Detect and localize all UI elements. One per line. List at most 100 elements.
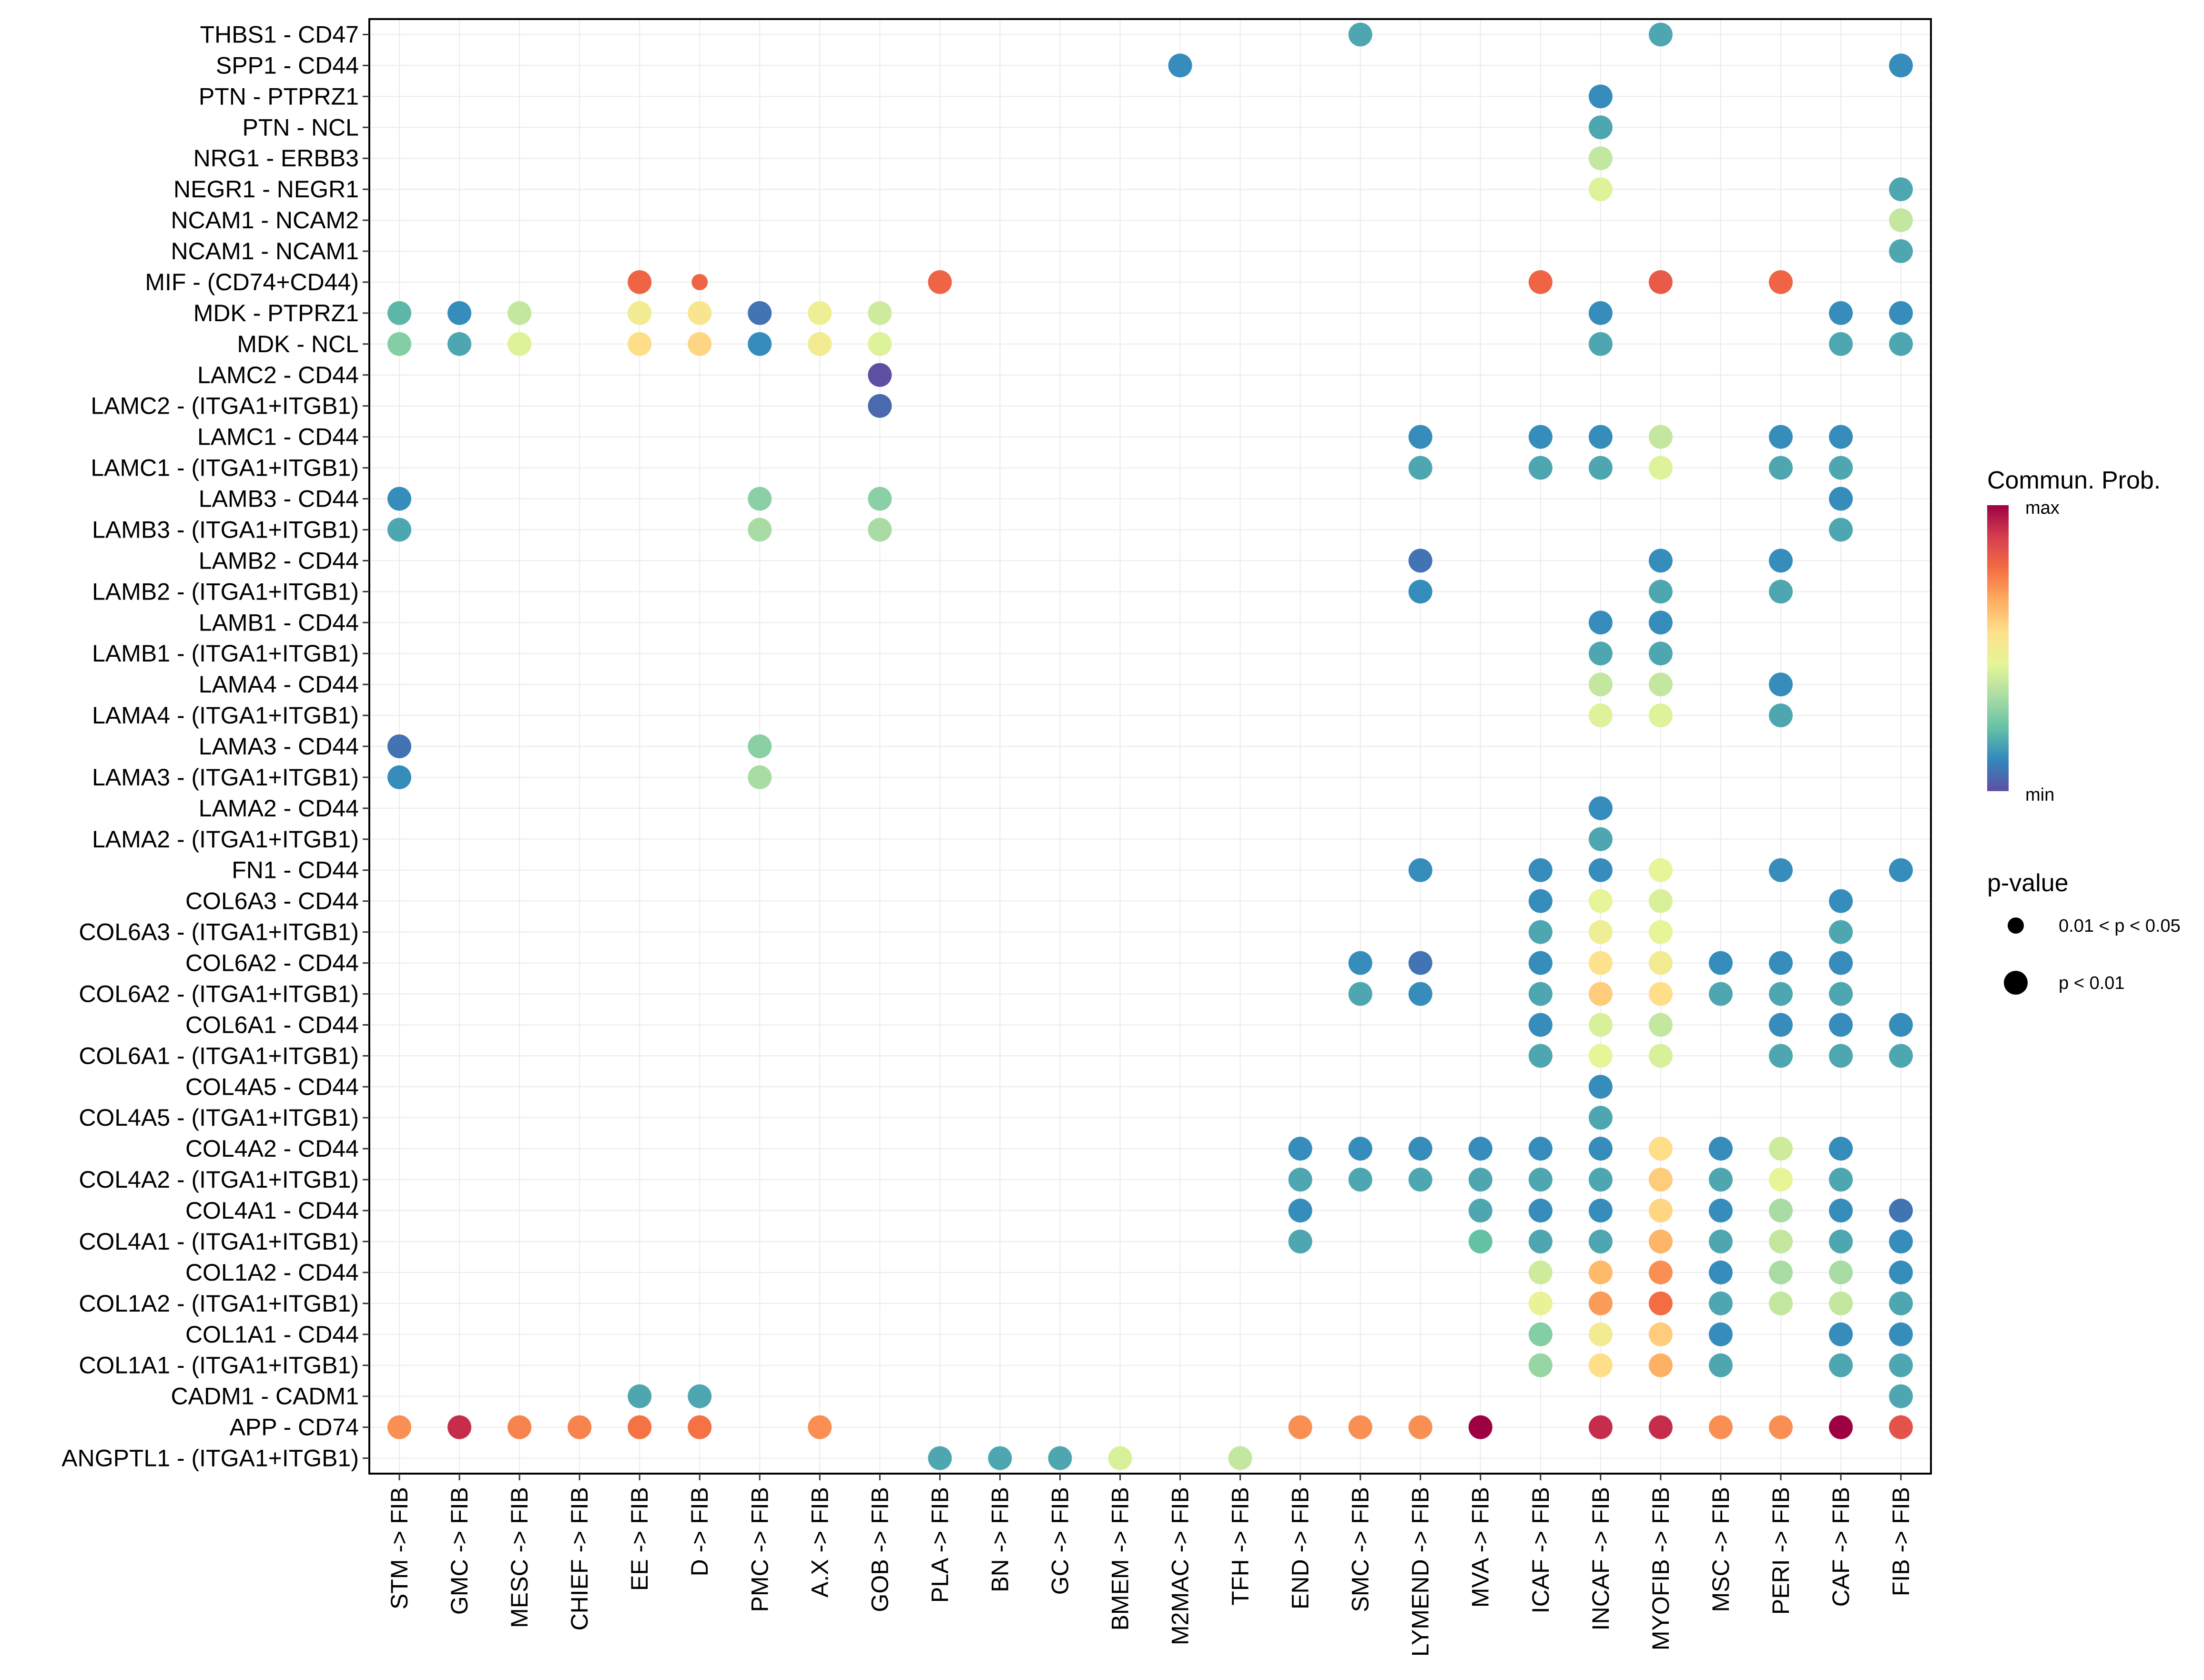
data-point	[1889, 301, 1913, 325]
data-point	[1828, 1415, 1853, 1439]
data-point	[868, 487, 892, 511]
y-tick-label: THBS1 - CD47	[200, 21, 359, 48]
data-point	[1889, 1013, 1913, 1037]
data-point	[988, 1446, 1012, 1470]
data-point	[1828, 1229, 1853, 1253]
data-point	[1588, 1322, 1613, 1346]
x-tick-label: MVA -> FIB	[1467, 1487, 1494, 1608]
data-point	[1648, 1137, 1673, 1161]
x-tick-label: STM -> FIB	[386, 1487, 413, 1609]
data-point	[387, 734, 412, 758]
data-point	[1648, 641, 1673, 666]
data-point	[1348, 1137, 1372, 1161]
data-point	[1588, 1415, 1613, 1439]
data-point	[1588, 1075, 1613, 1099]
data-point	[1828, 1199, 1853, 1223]
data-point	[868, 363, 892, 387]
data-point	[1768, 1168, 1793, 1192]
color-bar	[1987, 505, 2009, 791]
data-point	[1588, 796, 1613, 820]
y-tick-label: LAMA2 - CD44	[199, 795, 359, 822]
data-point	[1408, 1168, 1432, 1192]
data-point	[1648, 1322, 1673, 1346]
data-point	[1648, 1044, 1673, 1068]
y-tick-label: COL1A1 - (ITGA1+ITGB1)	[79, 1352, 359, 1379]
data-point	[1768, 1260, 1793, 1284]
data-point	[1528, 920, 1553, 944]
data-point	[1588, 146, 1613, 171]
data-point	[1588, 425, 1613, 449]
data-point	[1348, 22, 1372, 47]
x-tick-label: PLA -> FIB	[926, 1487, 953, 1603]
y-tick-label: LAMA2 - (ITGA1+ITGB1)	[92, 826, 359, 853]
size-legend: p-value 0.01 < p < 0.05 p < 0.01	[1987, 869, 2181, 995]
data-point	[688, 332, 712, 356]
data-point	[1708, 982, 1733, 1006]
data-point	[1528, 1260, 1553, 1284]
data-point	[748, 765, 772, 789]
y-tick-label: MIF - (CD74+CD44)	[145, 269, 359, 295]
data-point	[1889, 1199, 1913, 1223]
data-point	[808, 301, 832, 325]
x-tick-label: TFH -> FIB	[1227, 1487, 1254, 1606]
y-tick-label: APP - CD74	[230, 1414, 359, 1441]
y-tick-label: LAMC2 - CD44	[197, 362, 359, 388]
y-tick-label: COL4A1 - CD44	[185, 1197, 359, 1224]
data-point	[1828, 301, 1853, 325]
data-point	[447, 301, 472, 325]
data-point	[1768, 1137, 1793, 1161]
data-point	[1648, 889, 1673, 913]
data-point	[1648, 920, 1673, 944]
data-point	[1828, 487, 1853, 511]
data-point	[387, 765, 412, 789]
data-point	[1768, 580, 1793, 604]
y-tick-label: LAMA3 - CD44	[199, 733, 359, 760]
y-tick-label: COL6A2 - (ITGA1+ITGB1)	[79, 980, 359, 1007]
x-tick-label: GC -> FIB	[1046, 1487, 1073, 1595]
x-tick-label: PMC -> FIB	[746, 1487, 773, 1612]
data-point	[508, 1415, 532, 1439]
data-point	[1288, 1168, 1312, 1192]
data-point	[1288, 1199, 1312, 1223]
data-point	[691, 274, 708, 290]
x-tick-label: A.X -> FIB	[806, 1487, 833, 1598]
y-tick-label: COL4A2 - CD44	[185, 1135, 359, 1162]
size-legend-strong-dot	[2004, 971, 2028, 995]
data-point	[1528, 425, 1553, 449]
color-legend-max-label: max	[2025, 498, 2060, 518]
x-tick-label: BMEM -> FIB	[1107, 1487, 1133, 1630]
data-point	[1768, 1199, 1793, 1223]
data-points	[387, 22, 1913, 1470]
data-point	[1889, 1415, 1913, 1439]
data-point	[1708, 1353, 1733, 1377]
data-point	[1828, 1353, 1853, 1377]
data-point	[1528, 270, 1553, 294]
data-point	[1348, 982, 1372, 1006]
data-point	[1588, 177, 1613, 202]
x-tick-label: END -> FIB	[1287, 1487, 1314, 1609]
data-point	[1889, 53, 1913, 78]
y-tick-label: MDK - NCL	[237, 331, 359, 357]
data-point	[1768, 270, 1793, 294]
y-tick-label: FN1 - CD44	[232, 857, 359, 884]
data-point	[1588, 1106, 1613, 1130]
y-tick-label: LAMC1 - (ITGA1+ITGB1)	[91, 455, 359, 481]
data-point	[1648, 951, 1673, 975]
y-tick-label: COL4A1 - (ITGA1+ITGB1)	[79, 1228, 359, 1255]
y-tick-label: LAMC2 - (ITGA1+ITGB1)	[91, 393, 359, 419]
y-tick-label: LAMB3 - CD44	[199, 486, 359, 512]
data-point	[868, 394, 892, 418]
data-point	[1889, 858, 1913, 882]
data-point	[1828, 920, 1853, 944]
x-tick-label: GMC -> FIB	[446, 1487, 473, 1615]
data-point	[1468, 1229, 1493, 1253]
data-point	[748, 301, 772, 325]
data-point	[1648, 1353, 1673, 1377]
data-point	[1648, 1168, 1673, 1192]
data-point	[1648, 425, 1673, 449]
data-point	[1768, 456, 1793, 480]
data-point	[628, 332, 652, 356]
y-tick-label: NCAM1 - NCAM1	[171, 238, 359, 265]
data-point	[1828, 1013, 1853, 1037]
